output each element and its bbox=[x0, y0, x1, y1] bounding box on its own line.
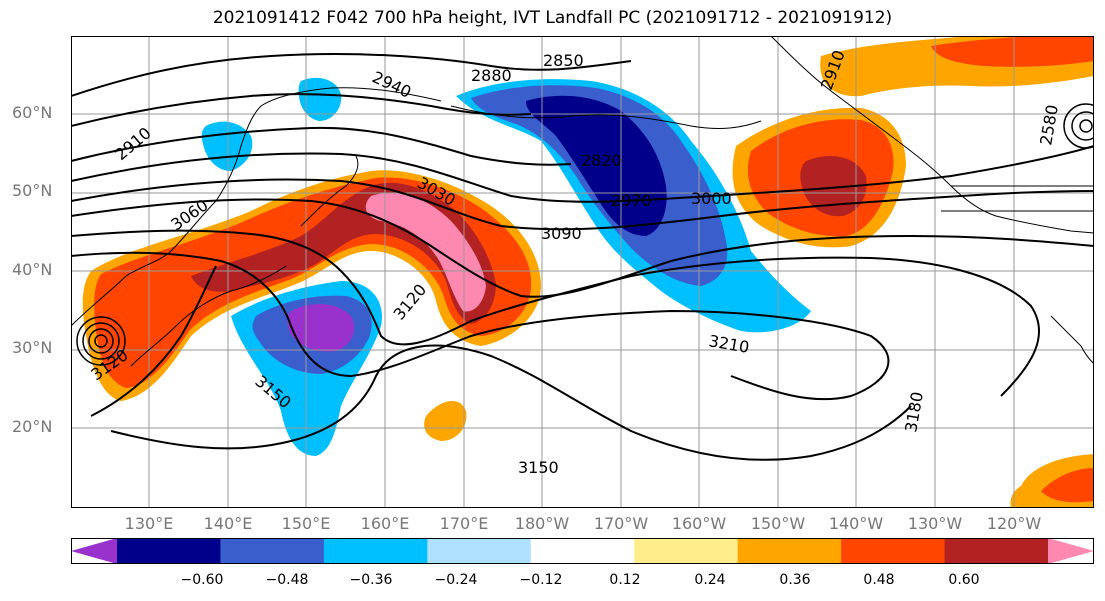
map-frame bbox=[71, 36, 1094, 508]
contour-label: 3150 bbox=[518, 458, 559, 477]
colorbar-tick-label: 0.12 bbox=[609, 572, 641, 588]
colorbar-tick-label: −0.24 bbox=[434, 572, 478, 588]
lat-label-40n: 40°N bbox=[12, 260, 53, 279]
lon-label-150e: 150°E bbox=[281, 514, 331, 533]
lon-label-140e: 140°E bbox=[203, 514, 253, 533]
colorbar-bin bbox=[1048, 538, 1094, 564]
lon-label-170w: 170°W bbox=[593, 514, 649, 533]
colorbar-frame bbox=[71, 538, 1094, 564]
lat-label-50n: 50°N bbox=[12, 181, 53, 200]
map-title: 2021091412 F042 700 hPa height, IVT Land… bbox=[212, 8, 893, 28]
lon-label-170e: 170°E bbox=[439, 514, 489, 533]
colorbar-bin bbox=[220, 538, 325, 564]
colorbar-tick-label: 0.36 bbox=[779, 572, 811, 588]
contour-label: 2880 bbox=[471, 66, 512, 85]
contour-label: 3120 bbox=[390, 280, 431, 323]
colorbar-bin bbox=[634, 538, 739, 564]
colorbar-tick-label: −0.48 bbox=[265, 572, 309, 588]
lon-label-130e: 130°E bbox=[124, 514, 174, 533]
colorbar-tick-label: −0.12 bbox=[519, 572, 563, 588]
lat-label-30n: 30°N bbox=[12, 338, 53, 357]
low-center bbox=[76, 103, 1094, 366]
colorbar-tick-label: 0.24 bbox=[694, 572, 726, 588]
contour-label: 2850 bbox=[543, 51, 584, 70]
colorbar-bin bbox=[71, 538, 117, 564]
contour-label: 3000 bbox=[691, 189, 732, 208]
colorbar-tick-label: −0.60 bbox=[180, 572, 224, 588]
lon-label-180w: 180°W bbox=[514, 514, 570, 533]
lat-label-20n: 20°N bbox=[12, 417, 53, 436]
colorbar-bin bbox=[841, 538, 946, 564]
contour-label: 2580 bbox=[1036, 103, 1062, 146]
colorbar-tick-label: −0.36 bbox=[349, 572, 393, 588]
colorbar-bin bbox=[323, 538, 428, 564]
contour-label: 2910 bbox=[111, 123, 154, 164]
lon-label-140w: 140°W bbox=[828, 514, 884, 533]
contour-label: 3210 bbox=[707, 331, 750, 357]
colorbar-bin bbox=[427, 538, 532, 564]
ivt-shading bbox=[82, 36, 1094, 508]
map-panel: 2850 2880 2940 2910 2910 2580 2820 2970 … bbox=[71, 36, 1094, 508]
colorbar-bin bbox=[737, 538, 842, 564]
contour-label: 2970 bbox=[611, 191, 652, 210]
colorbar-bin bbox=[944, 538, 1049, 564]
contour-label: 2940 bbox=[369, 67, 414, 101]
lon-label-160e: 160°E bbox=[360, 514, 410, 533]
colorbar bbox=[71, 538, 1094, 564]
contour-label: 2820 bbox=[581, 151, 622, 170]
colorbar-tick-label: 0.60 bbox=[948, 572, 980, 588]
lon-label-130w: 130°W bbox=[907, 514, 963, 533]
lat-label-60n: 60°N bbox=[12, 103, 53, 122]
contour-label: 3090 bbox=[541, 224, 582, 243]
contour-label: 3180 bbox=[901, 390, 927, 433]
lon-label-160w: 160°W bbox=[671, 514, 727, 533]
colorbar-tick-label: 0.48 bbox=[863, 572, 895, 588]
lon-label-150w: 150°W bbox=[750, 514, 806, 533]
coastlines bbox=[71, 36, 1094, 367]
colorbar-bin bbox=[530, 538, 635, 564]
height-contours bbox=[71, 53, 1094, 461]
colorbar-bins bbox=[71, 538, 1094, 564]
colorbar-bin bbox=[117, 538, 221, 564]
lon-label-120w: 120°W bbox=[986, 514, 1042, 533]
graticule bbox=[71, 36, 1094, 508]
